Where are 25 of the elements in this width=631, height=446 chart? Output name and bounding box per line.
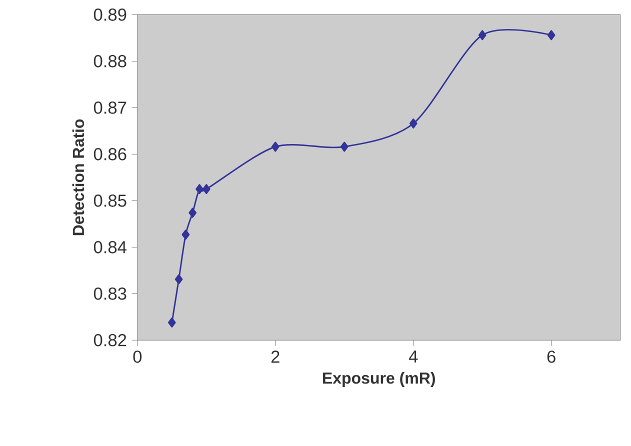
y-tick-label: 0.88 (94, 55, 126, 68)
x-tick-label: 6 (547, 350, 556, 364)
point (196, 184, 204, 194)
y-tick-label: 0.83 (94, 288, 126, 300)
x-axis-title: Exposure (mR) (323, 372, 435, 388)
point (547, 30, 556, 40)
x-tick-label: 2 (271, 350, 280, 363)
x-tick-label: 0 (133, 350, 142, 364)
y-tick-label: 0.82 (94, 334, 126, 347)
y-tick-label: 0.87 (94, 102, 126, 114)
y-tick-label: 0.89 (94, 8, 126, 22)
point (182, 230, 190, 240)
y-tick-label: 0.86 (94, 148, 126, 161)
point (340, 142, 348, 152)
point (202, 184, 210, 194)
y-tick-label: 0.85 (94, 194, 126, 208)
point (409, 118, 418, 129)
y-tick-label: 0.84 (94, 241, 126, 254)
point (168, 318, 176, 328)
point (188, 208, 197, 218)
point (271, 142, 280, 152)
y-axis-title: Detection Ratio (72, 120, 84, 236)
x-tick-label: 4 (408, 350, 418, 363)
point (478, 30, 486, 40)
point (174, 274, 183, 284)
